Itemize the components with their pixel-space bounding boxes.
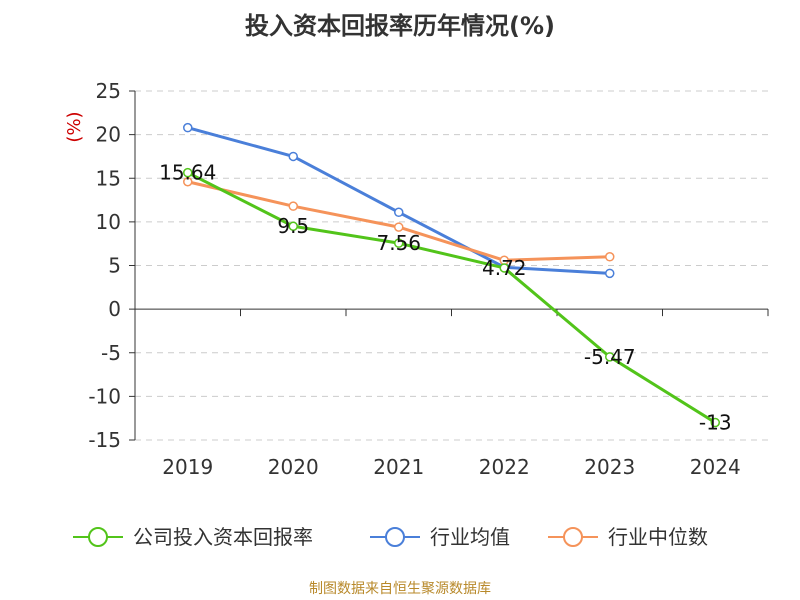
- data-point: [183, 122, 193, 133]
- data-point: [288, 201, 298, 211]
- grid-lines: [135, 90, 768, 441]
- y-tick-label: 5: [108, 254, 121, 278]
- data-point: [605, 268, 615, 279]
- legend-marker: [88, 527, 108, 547]
- data-point: [183, 167, 193, 178]
- axes: [129, 90, 769, 441]
- x-tick-label: 2020: [268, 455, 319, 479]
- data-point: [499, 263, 509, 273]
- data-point: [394, 222, 404, 232]
- legend-label: 行业均值: [430, 525, 510, 549]
- data-label: 4.72: [482, 256, 527, 280]
- legend-label: 公司投入资本回报率: [133, 525, 313, 549]
- x-tick-label: 2022: [479, 455, 530, 479]
- y-tick-label: 0: [108, 297, 121, 321]
- data-point: [394, 238, 404, 248]
- data-label: -13: [699, 411, 732, 435]
- data-point: [394, 207, 404, 218]
- data-point: [183, 176, 193, 187]
- chart-title: 投入资本回报率历年情况(%): [245, 12, 555, 40]
- y-tick-label: 10: [96, 210, 121, 234]
- y-tick-label: -15: [88, 428, 121, 452]
- x-tick-label: 2024: [690, 455, 741, 479]
- legend-marker: [563, 527, 583, 547]
- y-tick-label: -10: [88, 384, 121, 408]
- source-note: 制图数据来自恒生聚源数据库: [309, 581, 491, 597]
- series-line: [187, 171, 717, 424]
- x-tick-label: 2023: [584, 455, 635, 479]
- y-axis-label: (%): [64, 111, 85, 142]
- y-tick-labels: 25 20 15 10 5 0 -5 -10 -15: [88, 79, 121, 452]
- data-point: [605, 352, 615, 362]
- legend: 公司投入资本回报率 行业均值 行业中位数: [73, 525, 708, 549]
- y-tick-label: 20: [96, 123, 121, 147]
- data-label: -5.47: [584, 345, 636, 369]
- data-labels: 15.64 9.5 7.56 4.72 -5.47 -13: [159, 161, 731, 435]
- data-point: [605, 252, 615, 262]
- x-tick-labels: 2019 2020 2021 2022 2023 2024: [162, 455, 740, 479]
- legend-label: 行业中位数: [608, 525, 708, 549]
- x-tick-label: 2019: [162, 455, 213, 479]
- legend-marker: [385, 527, 405, 547]
- y-tick-label: -5: [101, 341, 121, 365]
- data-label: 9.5: [277, 214, 309, 238]
- data-label: 15.64: [159, 161, 216, 185]
- data-point: [288, 151, 298, 162]
- data-label: 7.56: [376, 231, 421, 255]
- data-point: [288, 221, 298, 231]
- y-tick-label: 25: [96, 79, 121, 103]
- data-point: [710, 417, 720, 428]
- x-tick-label: 2021: [373, 455, 424, 479]
- y-tick-label: 15: [96, 166, 121, 190]
- series-lines: [183, 122, 720, 428]
